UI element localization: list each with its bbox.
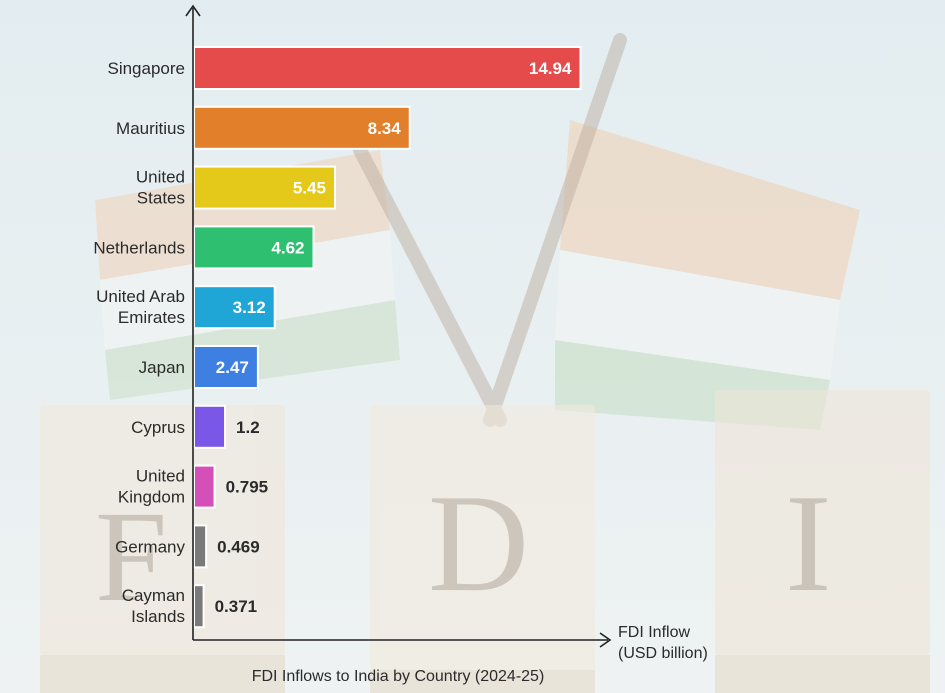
category-label-line: Japan (139, 358, 185, 377)
category-label-line: United Arab (96, 287, 185, 306)
category-label: Singapore (107, 59, 185, 78)
category-label: Mauritius (116, 119, 185, 138)
bar (193, 345, 259, 389)
category-label-line: Emirates (118, 308, 185, 327)
category-label-line: States (137, 189, 185, 208)
bar-value-label: 0.795 (226, 478, 269, 497)
x-axis-arrow-icon (599, 632, 612, 648)
category-label-line: United (136, 168, 185, 187)
bar-value-label: 3.12 (233, 298, 266, 317)
category-label: Cyprus (131, 418, 185, 437)
x-axis-label: FDI Inflow (USD billion) (618, 624, 708, 662)
category-label: Netherlands (93, 238, 185, 257)
bar-value-label: 4.62 (271, 238, 304, 257)
x-axis-label-line: FDI Inflow (618, 624, 690, 641)
bars-group: 14.94 Singapore 8.34 Mauritius 5.45 United Sta… (93, 46, 582, 629)
bar (193, 46, 582, 90)
bar-value-label: 5.45 (293, 179, 326, 198)
category-label: United Kingdom (118, 467, 185, 507)
category-label: Germany (115, 537, 185, 556)
category-label-line: Singapore (107, 59, 185, 78)
svg-text:I: I (785, 466, 832, 621)
category-label: Cayman Islands (122, 586, 185, 626)
bar-value-label: 14.94 (529, 59, 572, 78)
svg-text:F: F (95, 485, 167, 629)
category-label-line: Kingdom (118, 488, 185, 507)
bar (193, 584, 205, 629)
category-label: United Arab Emirates (96, 287, 185, 327)
chart-caption: FDI Inflows to India by Country (2024-25… (252, 668, 545, 685)
bar-value-label: 0.371 (215, 597, 258, 616)
category-label-line: Netherlands (93, 238, 185, 257)
category-label-line: Cyprus (131, 418, 185, 437)
bar (193, 524, 208, 569)
bar-value-label: 8.34 (368, 119, 402, 138)
bar (193, 404, 227, 449)
bar-value-label: 1.2 (236, 418, 260, 437)
category-label-line: Islands (131, 607, 185, 626)
x-axis-label-line: (USD billion) (618, 645, 708, 662)
category-label-line: Germany (115, 537, 185, 556)
bar (193, 225, 315, 270)
axes-group (185, 4, 612, 648)
bar (193, 464, 216, 509)
svg-text:D: D (428, 466, 529, 621)
category-label: United States (136, 168, 185, 208)
y-axis-arrow-icon (185, 4, 201, 17)
category-label: Japan (139, 358, 185, 377)
bar (193, 105, 411, 150)
category-label-line: United (136, 467, 185, 486)
category-label-line: Cayman (122, 586, 185, 605)
category-label-line: Mauritius (116, 119, 185, 138)
bar (193, 165, 336, 210)
bar-value-label: 0.469 (217, 537, 260, 556)
bar (193, 285, 276, 330)
bar-value-label: 2.47 (216, 358, 249, 377)
